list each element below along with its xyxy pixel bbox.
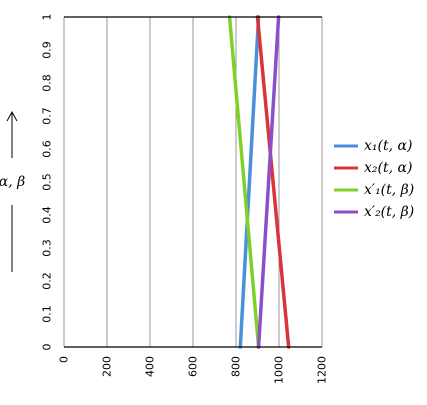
legend-label-4: x′₂(t, β) — [364, 204, 414, 220]
legend-label-3: x′₁(t, β) — [364, 182, 414, 198]
legend: x₁(t, α) x₂(t, α) x′₁(t, β) x′₂(t, β) — [334, 138, 414, 220]
x-tick-label-1: 200 — [101, 356, 114, 377]
y-tick-label-7: 0.7 — [41, 107, 54, 125]
legend-label-2: x₂(t, α) — [364, 160, 412, 176]
series-lines — [227, 15, 291, 349]
frame-lines — [64, 16, 322, 348]
x-tick-label-5: 1000 — [273, 356, 286, 384]
y-tick-label-1: 0.1 — [41, 305, 54, 323]
series-line-3 — [227, 15, 261, 349]
y-tick-label-10: 1 — [41, 14, 54, 21]
y-axis-label: α, β — [0, 174, 25, 190]
x-tick-label-0: 0 — [58, 356, 71, 363]
y-tick-label-3: 0.3 — [41, 239, 54, 257]
series-line-1 — [238, 15, 261, 349]
y-tick-labels: 0 0.1 0.2 0.3 0.4 0.5 0.6 0.7 0.8 0.9 1 — [41, 14, 54, 351]
y-tick-label-0: 0 — [41, 344, 54, 351]
legend-label-1: x₁(t, α) — [364, 138, 412, 154]
series-line-2 — [255, 15, 291, 349]
y-tick-label-9: 0.9 — [41, 41, 54, 59]
y-tick-label-5: 0.5 — [41, 173, 54, 191]
x-tick-label-6: 1200 — [316, 356, 329, 384]
y-tick-label-2: 0.2 — [41, 272, 54, 290]
x-tick-label-4: 800 — [230, 356, 243, 377]
y-tick-label-4: 0.4 — [41, 206, 54, 224]
x-tick-label-2: 400 — [144, 356, 157, 377]
x-tick-label-3: 600 — [187, 356, 200, 377]
y-tick-label-8: 0.8 — [41, 74, 54, 92]
y-tick-label-6: 0.6 — [41, 140, 54, 158]
y-axis-arrow — [6, 110, 18, 272]
series-line-4 — [256, 15, 281, 349]
x-tick-labels: 0 200 400 600 800 1000 1200 — [58, 356, 329, 384]
